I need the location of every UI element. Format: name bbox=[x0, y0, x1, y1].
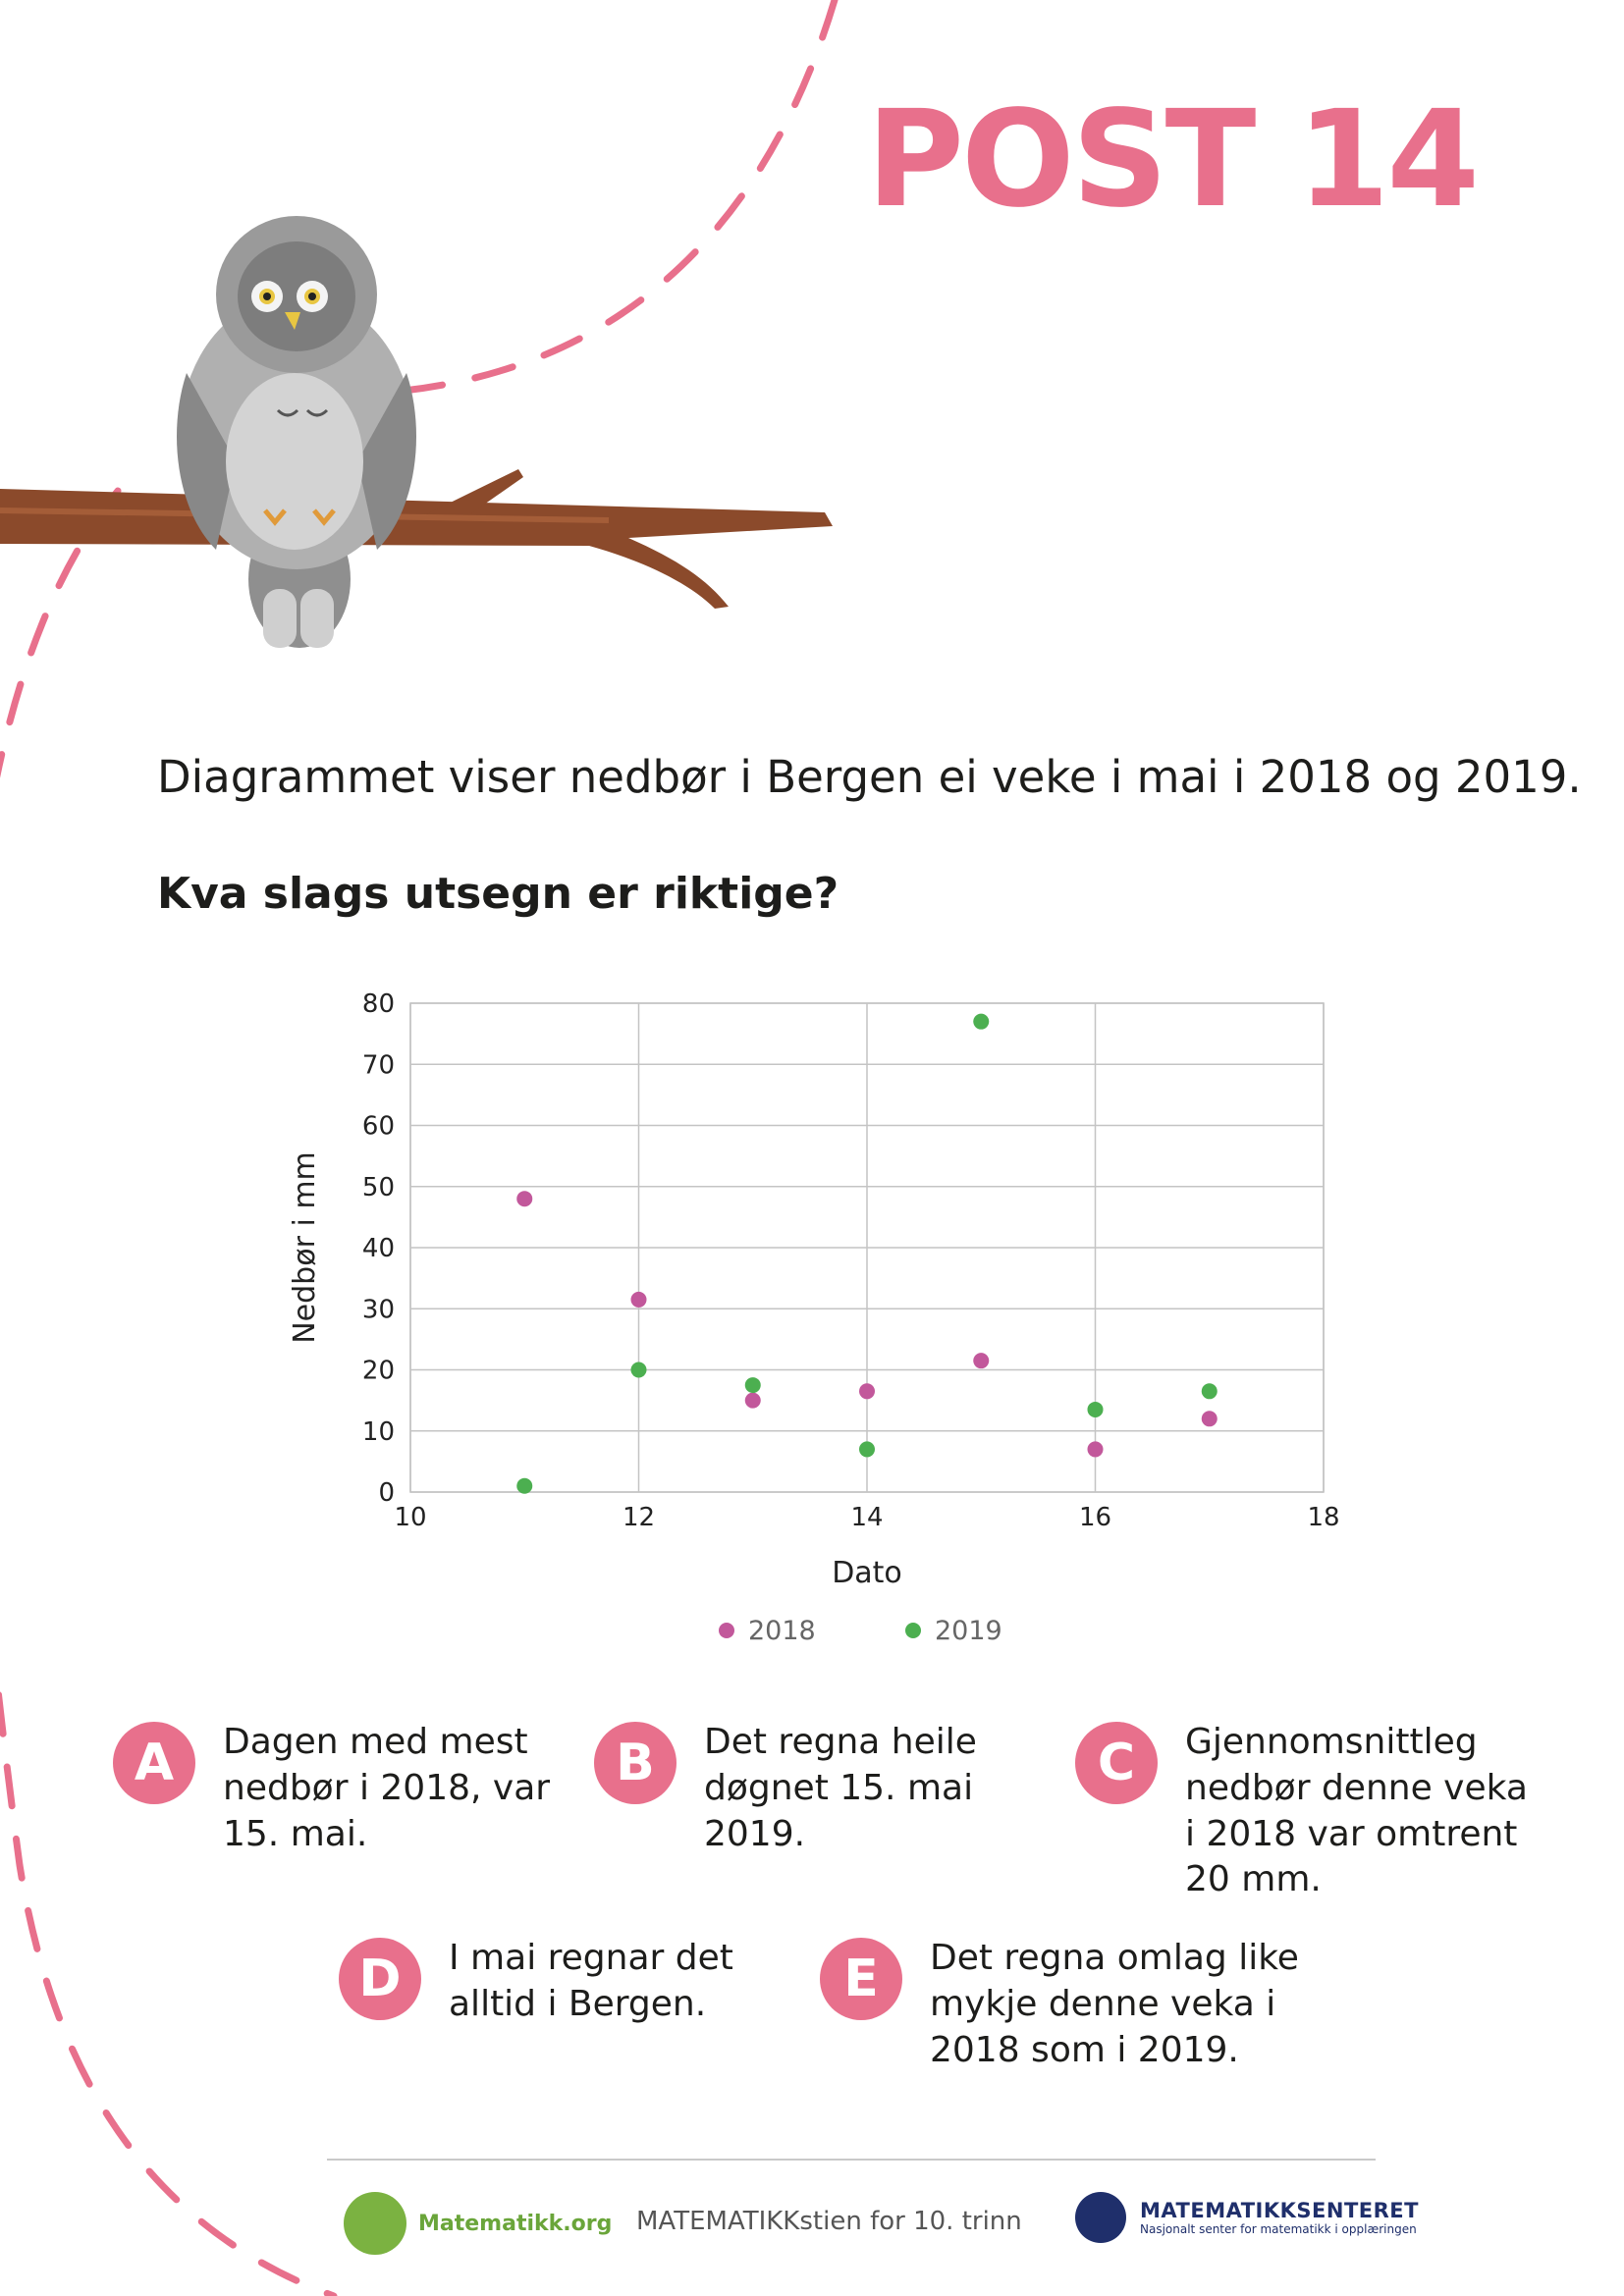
footer-divider bbox=[327, 2159, 1376, 2161]
x-tick-label: 14 bbox=[850, 1503, 883, 1532]
data-point-2019 bbox=[630, 1362, 647, 1378]
option-b-badge: B bbox=[594, 1722, 677, 1804]
data-point-2019 bbox=[973, 1013, 990, 1030]
y-tick-label: 40 bbox=[362, 1234, 395, 1263]
branch-icon bbox=[0, 469, 833, 609]
x-tick-label: 10 bbox=[394, 1503, 426, 1532]
data-point-2018 bbox=[630, 1291, 647, 1308]
legend-label-2019: 2019 bbox=[935, 1616, 1002, 1646]
option-d[interactable]: D I mai regnar det alltid i Bergen. bbox=[339, 1936, 733, 2028]
left-logo-label: Matematikk.org bbox=[418, 2211, 613, 2236]
matematikksenteret-logo: MATEMATIKKSENTERET Nasjonalt senter for … bbox=[1075, 2192, 1419, 2243]
option-b[interactable]: B Det regna heile døgnet 15. mai 2019. bbox=[594, 1720, 977, 1857]
page-title: POST 14 bbox=[866, 82, 1480, 238]
owl-icon bbox=[177, 216, 416, 648]
option-e[interactable]: E Det regna omlag like mykje denne veka i… bbox=[820, 1936, 1299, 2073]
y-tick-label: 60 bbox=[362, 1112, 395, 1142]
globe-logo-icon bbox=[1075, 2192, 1126, 2243]
data-point-2019 bbox=[859, 1441, 875, 1458]
option-c-badge: C bbox=[1075, 1722, 1158, 1804]
data-point-2019 bbox=[744, 1377, 761, 1394]
option-e-text: Det regna omlag like mykje denne veka i 20… bbox=[930, 1938, 1299, 2070]
y-tick-label: 80 bbox=[362, 989, 395, 1019]
data-point-2019 bbox=[516, 1477, 533, 1494]
option-a-text: Dagen med mest nedbør i 2018, var 15. mai. bbox=[223, 1722, 551, 1854]
data-point-2018 bbox=[1087, 1441, 1104, 1458]
y-tick-label: 20 bbox=[362, 1357, 395, 1386]
right-logo-title: MATEMATIKKSENTERET bbox=[1140, 2199, 1419, 2222]
question-heading: Kva slags utsegn er riktige? bbox=[157, 869, 839, 919]
y-tick-label: 50 bbox=[362, 1173, 395, 1202]
matematikk-org-logo: Matematikk.org bbox=[344, 2192, 612, 2255]
option-d-text: I mai regnar det alltid i Bergen. bbox=[449, 1938, 733, 2024]
y-tick-label: 70 bbox=[362, 1050, 395, 1080]
y-tick-label: 0 bbox=[378, 1478, 395, 1508]
dashed-arc bbox=[0, 0, 839, 2296]
data-point-2018 bbox=[859, 1383, 875, 1400]
y-axis-label: Nedbør i mm bbox=[288, 1151, 322, 1344]
data-point-2018 bbox=[516, 1191, 533, 1207]
intro-text: Diagrammet viser nedbør i Bergen ei veke… bbox=[157, 751, 1582, 803]
y-tick-label: 10 bbox=[362, 1417, 395, 1447]
x-tick-label: 18 bbox=[1307, 1503, 1339, 1532]
data-point-2018 bbox=[973, 1353, 990, 1369]
legend-marker-2019 bbox=[905, 1623, 921, 1638]
data-point-2018 bbox=[744, 1392, 761, 1409]
right-logo-subtitle: Nasjonalt senter for matematikk i opplær… bbox=[1140, 2222, 1417, 2236]
data-point-2018 bbox=[1201, 1411, 1218, 1427]
legend-marker-2018 bbox=[719, 1623, 734, 1638]
option-b-text: Det regna heile døgnet 15. mai 2019. bbox=[704, 1722, 977, 1854]
option-a-badge: A bbox=[113, 1722, 195, 1804]
x-axis-label: Dato bbox=[832, 1556, 902, 1590]
data-point-2019 bbox=[1201, 1383, 1218, 1400]
y-tick-label: 30 bbox=[362, 1295, 395, 1324]
footer-text: MATEMATIKKstien for 10. trinn bbox=[636, 2207, 1022, 2236]
option-d-badge: D bbox=[339, 1938, 421, 2020]
option-c-text: Gjennomsnittleg nedbør denne veka i 2018 v… bbox=[1185, 1722, 1528, 1900]
owl-logo-icon bbox=[344, 2192, 406, 2255]
legend-label-2018: 2018 bbox=[748, 1616, 816, 1646]
x-tick-label: 12 bbox=[623, 1503, 655, 1532]
option-a[interactable]: A Dagen med mest nedbør i 2018, var 15. ma… bbox=[113, 1720, 550, 1857]
option-e-badge: E bbox=[820, 1938, 902, 2020]
data-point-2019 bbox=[1087, 1401, 1104, 1417]
x-tick-label: 16 bbox=[1079, 1503, 1111, 1532]
option-c[interactable]: C Gjennomsnittleg nedbør denne veka i 2018… bbox=[1075, 1720, 1528, 1903]
